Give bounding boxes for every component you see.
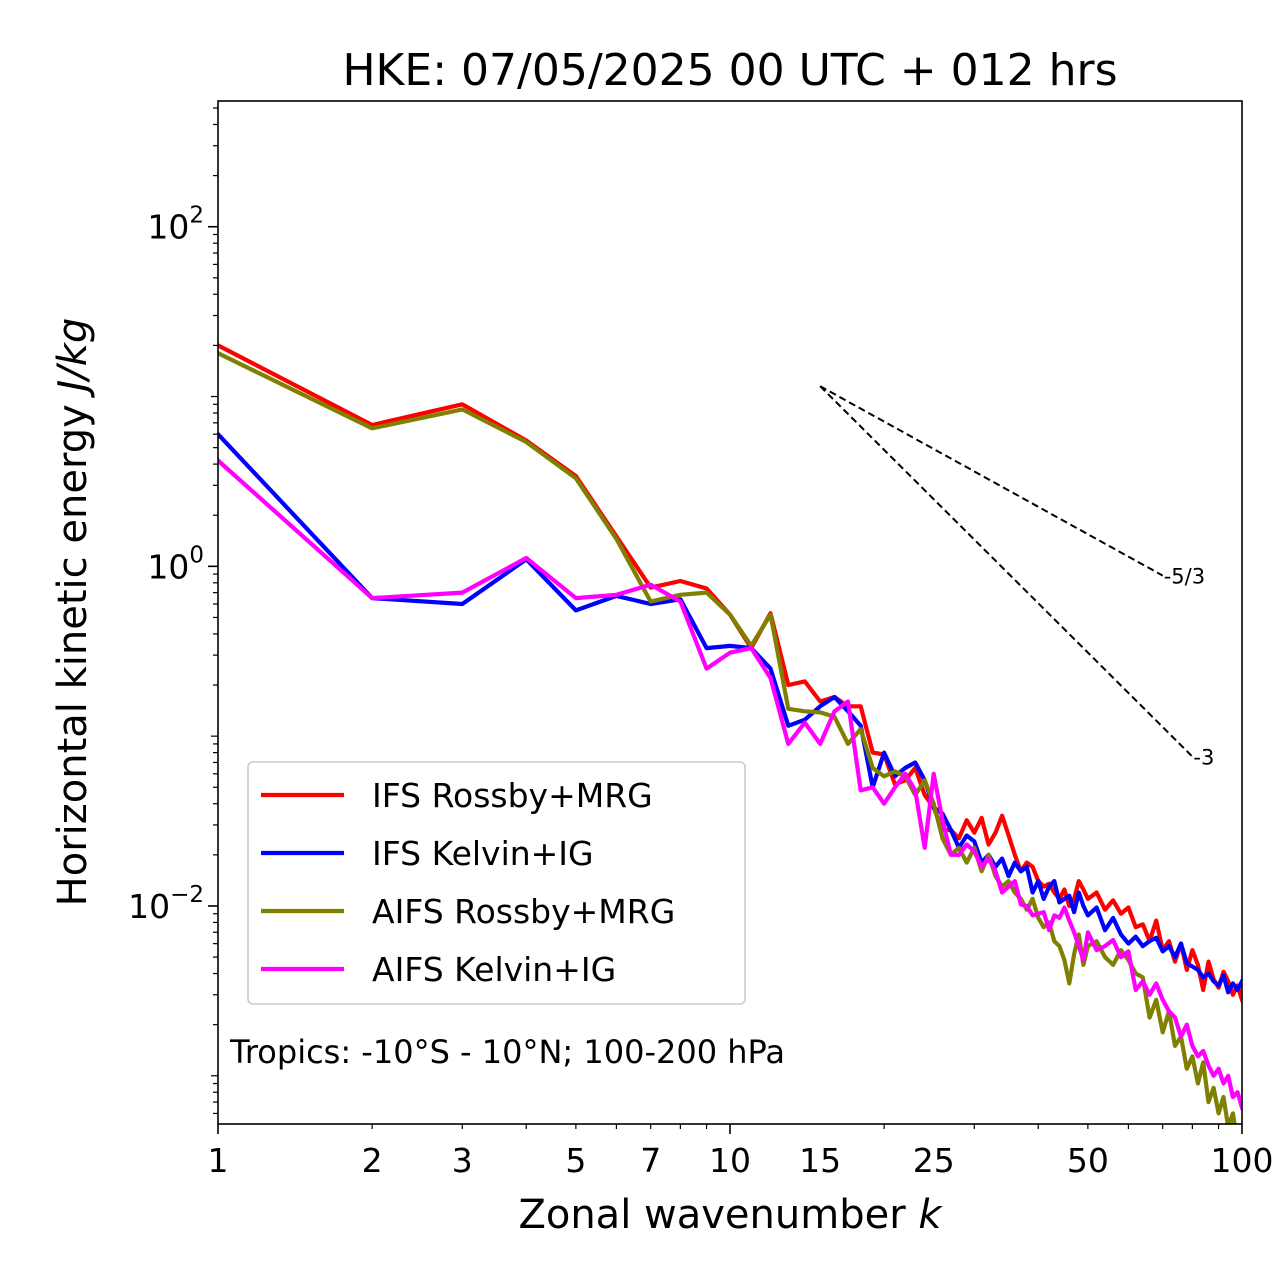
x-tick-label-5: 10 [709, 1141, 751, 1180]
x-tick-label-3: 5 [565, 1141, 586, 1180]
x-tick-label-7: 25 [913, 1141, 955, 1180]
y-tick-label-2: 10−2 [128, 882, 204, 926]
legend-box [247, 761, 746, 1005]
legend-label-2: AIFS Rossby+MRG [372, 892, 675, 931]
x-tick-label-2: 3 [452, 1141, 473, 1180]
x-axis-symbol: k [918, 1192, 943, 1238]
legend-label-0: IFS Rossby+MRG [372, 776, 653, 815]
y-axis-label: Horizontal kinetic energy J/kg [50, 318, 96, 907]
x-tick-label-1: 2 [362, 1141, 383, 1180]
x-tick-label-0: 1 [208, 1141, 229, 1180]
chart-title: HKE: 07/05/2025 00 UTC + 012 hrs [342, 45, 1117, 96]
series-line-1 [218, 431, 1242, 995]
series-layer [218, 343, 1242, 1124]
x-tick-label-9: 100 [1211, 1141, 1274, 1180]
slope-label-0: -5/3 [1164, 565, 1205, 589]
x-tick-label-6: 15 [799, 1141, 841, 1180]
x-tick-label-4: 7 [640, 1141, 661, 1180]
y-axis: 102 100 10−2 [128, 107, 218, 1115]
y-axis-unit: J/kg [50, 318, 96, 399]
y-tick-label-1: 100 [147, 542, 204, 586]
x-tick-label-8: 50 [1067, 1141, 1109, 1180]
legend-label-3: AIFS Kelvin+IG [372, 950, 616, 989]
region-annotation: Tropics: -10°S - 10°N; 100-200 hPa [229, 1033, 785, 1071]
y-tick-label-0: 102 [147, 203, 204, 247]
series-line-3 [218, 457, 1242, 1111]
x-axis-label: Zonal wavenumber k [518, 1192, 943, 1238]
y-axis-label-text: Horizontal kinetic energy [50, 404, 96, 906]
legend-label-1: IFS Kelvin+IG [372, 834, 594, 873]
x-axis-label-text: Zonal wavenumber [518, 1192, 906, 1238]
slope-label-1: -3 [1193, 746, 1214, 770]
legend: IFS Rossby+MRG IFS Kelvin+IG AIFS Rossby+M… [247, 761, 746, 1005]
reference-slopes: -5/3 -3 [819, 385, 1214, 770]
x-axis: 1 2 3 5 7 10 15 25 50 100 [208, 1124, 1274, 1180]
